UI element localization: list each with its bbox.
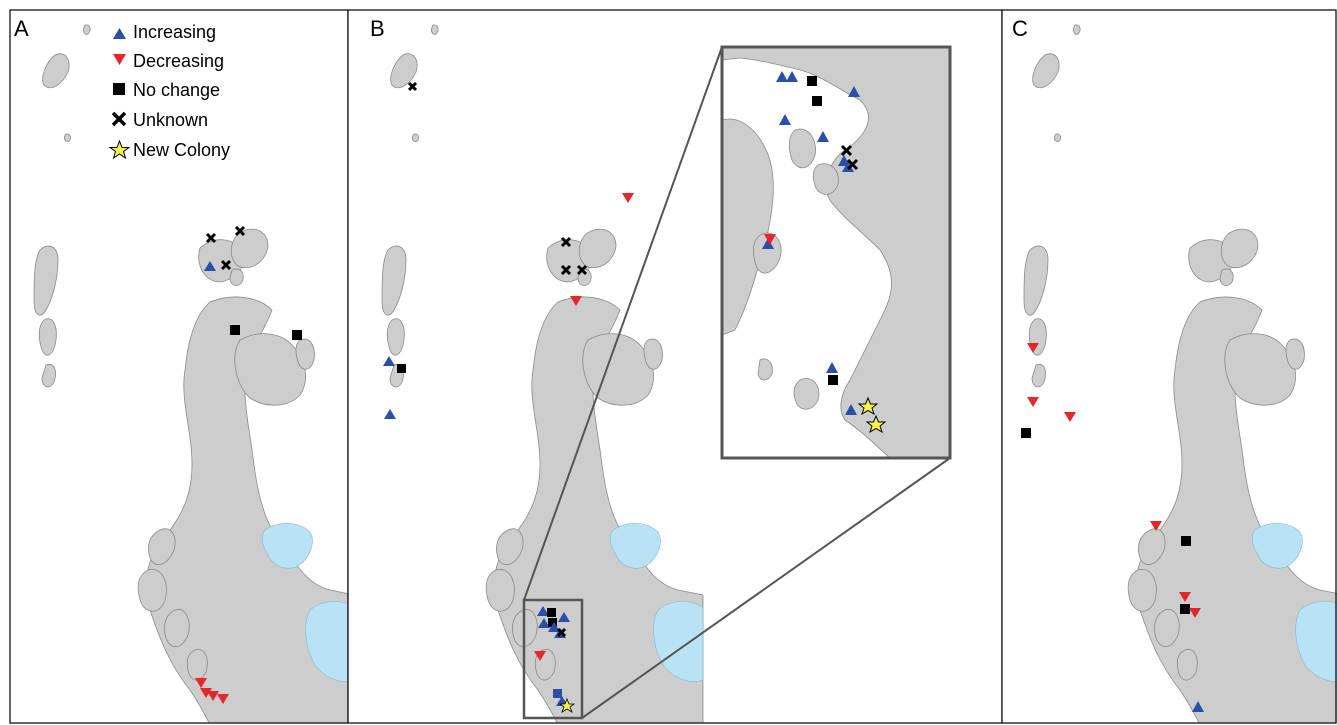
inset-frame xyxy=(720,45,952,460)
legend-item-newcolony: New Colony xyxy=(108,139,230,160)
marker-decreasing xyxy=(1064,412,1076,422)
marker-unknown xyxy=(560,264,572,276)
marker-nochange xyxy=(548,618,557,627)
panel-a-markers xyxy=(195,225,302,704)
marker-new-colony xyxy=(857,396,879,416)
panel-c xyxy=(1002,10,1337,723)
marker-nochange xyxy=(1021,428,1031,438)
legend-item-nochange: No change xyxy=(113,80,220,100)
marker-nochange xyxy=(807,76,817,86)
legend-label-decreasing: Decreasing xyxy=(133,51,224,71)
marker-unknown xyxy=(576,264,588,276)
square-icon xyxy=(113,83,125,95)
marker-decreasing xyxy=(200,688,212,698)
marker-decreasing xyxy=(195,678,207,688)
marker-increasing xyxy=(383,356,395,366)
marker-nochange xyxy=(1180,604,1190,614)
panel-label-a: A xyxy=(14,16,29,41)
triangle-down-icon xyxy=(113,54,126,65)
marker-nochange xyxy=(230,325,240,335)
panel-label-b: B xyxy=(370,16,385,41)
panel-b-markers xyxy=(383,81,634,713)
marker-nochange xyxy=(553,689,562,698)
marker-decreasing xyxy=(217,694,229,704)
marker-nochange xyxy=(292,330,302,340)
legend: Increasing Decreasing No change Unknown … xyxy=(108,22,230,160)
marker-increasing xyxy=(1192,701,1204,712)
panel-c-markers xyxy=(1021,343,1204,712)
legend-label-increasing: Increasing xyxy=(133,22,216,42)
marker-increasing xyxy=(548,622,560,632)
marker-unknown xyxy=(556,627,567,638)
marker-increasing xyxy=(826,362,838,373)
marker-decreasing xyxy=(1189,608,1201,618)
marker-unknown xyxy=(205,232,217,244)
star-icon xyxy=(108,139,131,160)
marker-decreasing xyxy=(1027,397,1039,407)
panel-c-frame xyxy=(1001,9,1337,724)
marker-increasing xyxy=(204,261,216,271)
marker-unknown xyxy=(234,225,246,237)
cross-icon xyxy=(111,111,127,127)
marker-increasing xyxy=(842,161,854,172)
panel-a xyxy=(10,10,348,723)
panel-label-c: C xyxy=(1012,16,1028,41)
marker-decreasing xyxy=(764,234,776,245)
inset-locator-box xyxy=(522,598,584,720)
marker-unknown xyxy=(220,259,232,271)
marker-increasing xyxy=(762,238,774,249)
marker-decreasing xyxy=(1150,521,1162,531)
marker-unknown xyxy=(560,236,572,248)
inset-zoom xyxy=(720,45,952,460)
marker-nochange xyxy=(828,375,838,385)
marker-unknown xyxy=(846,158,859,171)
marker-decreasing xyxy=(622,193,634,203)
marker-nochange xyxy=(547,608,556,617)
marker-increasing xyxy=(558,612,570,622)
marker-nochange xyxy=(812,96,822,106)
legend-label-unknown: Unknown xyxy=(133,110,208,130)
marker-decreasing xyxy=(570,296,582,306)
marker-increasing xyxy=(537,606,549,616)
marker-nochange xyxy=(397,364,406,373)
marker-increasing xyxy=(538,618,550,628)
marker-decreasing xyxy=(207,691,219,701)
marker-nochange xyxy=(1181,536,1191,546)
marker-decreasing xyxy=(1027,343,1039,353)
marker-increasing xyxy=(786,71,798,82)
legend-label-newcolony: New Colony xyxy=(133,140,230,160)
marker-increasing xyxy=(848,86,860,97)
legend-item-unknown: Unknown xyxy=(111,110,208,130)
marker-unknown xyxy=(407,81,418,92)
legend-item-decreasing: Decreasing xyxy=(113,51,224,71)
marker-unknown xyxy=(840,144,853,157)
marker-decreasing xyxy=(534,651,546,661)
marker-new-colony xyxy=(558,697,576,713)
legend-item-increasing: Increasing xyxy=(113,22,216,42)
marker-increasing xyxy=(384,409,396,419)
marker-increasing xyxy=(845,404,857,415)
marker-increasing xyxy=(776,71,788,82)
marker-new-colony xyxy=(865,414,887,434)
marker-increasing xyxy=(817,131,829,142)
marker-increasing xyxy=(779,114,791,125)
legend-label-nochange: No change xyxy=(133,80,220,100)
marker-decreasing xyxy=(1179,592,1191,602)
